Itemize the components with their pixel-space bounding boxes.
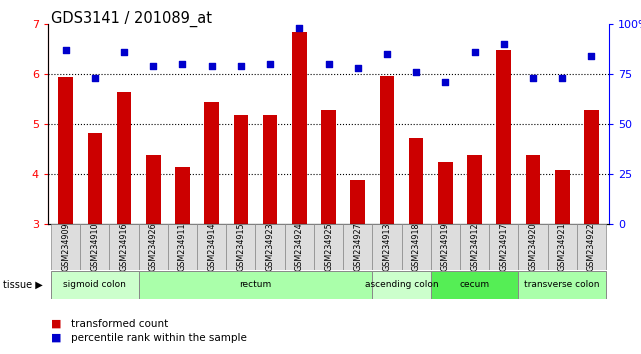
Point [206,63,217,69]
Bar [117,92,131,224]
Text: GSM234923: GSM234923 [265,223,274,272]
Text: GSM234912: GSM234912 [470,223,479,272]
Bar [197,224,226,270]
Bar [292,32,306,224]
Text: sigmoid colon: sigmoid colon [63,280,126,289]
Point [440,79,451,85]
Bar [584,110,599,224]
Text: GSM234927: GSM234927 [353,223,362,272]
Point [499,41,509,47]
Text: GSM234911: GSM234911 [178,223,187,272]
Bar [58,76,73,224]
Point [294,25,304,31]
Text: percentile rank within the sample: percentile rank within the sample [71,333,246,343]
Bar [460,224,489,270]
Bar [409,138,424,224]
Bar [51,224,80,270]
Bar [88,133,102,224]
Point [411,69,421,75]
Point [469,49,479,55]
Bar [146,155,160,224]
Bar [175,167,190,224]
Text: rectum: rectum [239,280,272,289]
Point [119,49,129,55]
Bar [401,224,431,270]
Bar [168,224,197,270]
Bar [519,224,547,270]
Text: GDS3141 / 201089_at: GDS3141 / 201089_at [51,11,212,27]
Text: ascending colon: ascending colon [365,280,438,289]
Bar [577,224,606,270]
Point [382,51,392,57]
Bar [438,161,453,224]
Text: GSM234913: GSM234913 [383,223,392,272]
Bar [226,224,256,270]
Bar [372,224,401,270]
Text: transformed count: transformed count [71,319,168,329]
Bar [489,224,519,270]
Text: GSM234926: GSM234926 [149,223,158,272]
Point [557,75,567,81]
Text: GSM234910: GSM234910 [90,223,99,272]
Point [353,65,363,71]
Bar [204,102,219,224]
Bar [431,224,460,270]
Text: tissue ▶: tissue ▶ [3,280,43,290]
Text: cecum: cecum [460,280,490,289]
Bar [80,224,110,270]
Text: GSM234916: GSM234916 [119,223,129,272]
Text: GSM234920: GSM234920 [528,223,538,272]
Bar [526,155,540,224]
Bar [138,224,168,270]
Point [60,47,71,53]
Text: GSM234921: GSM234921 [558,223,567,272]
Bar [233,115,248,224]
Bar [555,170,569,224]
Text: GSM234909: GSM234909 [61,223,70,272]
Text: ■: ■ [51,333,62,343]
Point [323,61,333,67]
Point [178,61,188,67]
Text: GSM234918: GSM234918 [412,223,420,272]
Bar [263,115,278,224]
Point [587,53,597,59]
Bar [314,224,343,270]
Text: GSM234919: GSM234919 [441,223,450,272]
Bar [343,224,372,270]
Bar [431,271,519,298]
Bar [497,50,511,224]
Bar [372,271,431,298]
Text: GSM234917: GSM234917 [499,223,508,272]
Point [265,61,275,67]
Bar [321,110,336,224]
Bar [138,271,372,298]
Point [148,63,158,69]
Point [90,75,100,81]
Bar [351,180,365,224]
Text: GSM234924: GSM234924 [295,223,304,272]
Bar [379,75,394,224]
Bar [467,155,482,224]
Bar [256,224,285,270]
Text: ■: ■ [51,319,62,329]
Text: GSM234925: GSM234925 [324,223,333,272]
Bar [547,224,577,270]
Text: transverse colon: transverse colon [524,280,600,289]
Bar [51,271,138,298]
Text: GSM234914: GSM234914 [207,223,216,272]
Bar [285,224,314,270]
Point [236,63,246,69]
Text: GSM234915: GSM234915 [237,223,246,272]
Point [528,75,538,81]
Bar [110,224,138,270]
Bar [519,271,606,298]
Text: GSM234922: GSM234922 [587,223,596,272]
